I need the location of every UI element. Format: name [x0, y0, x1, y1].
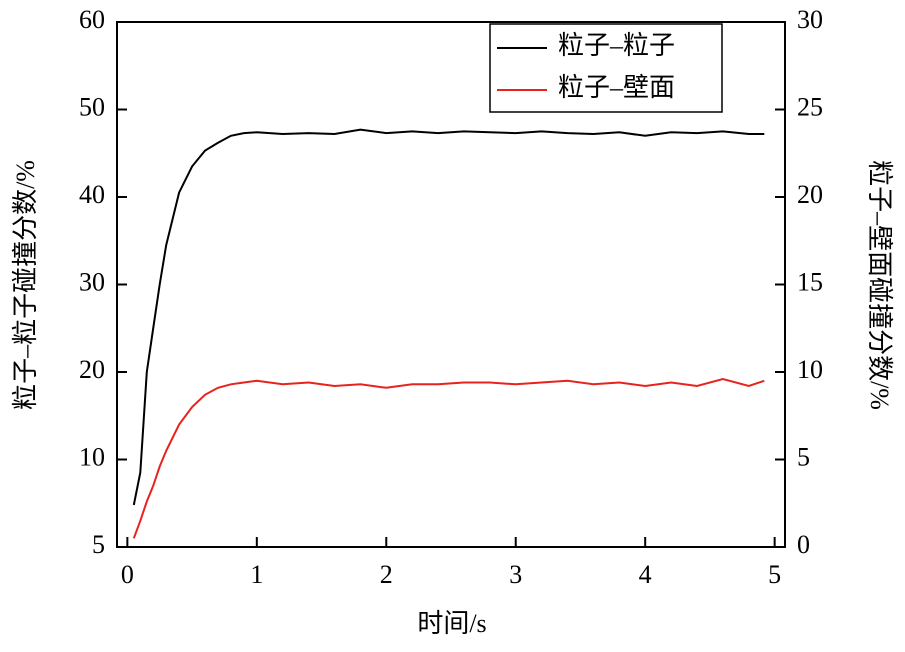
y-tick-label: 10 [79, 442, 105, 471]
x-tick-label: 0 [121, 560, 134, 589]
legend-box [489, 23, 723, 113]
y-tick-label: 20 [79, 355, 105, 384]
y2-tick-label: 10 [797, 355, 823, 384]
y2-tick-label: 5 [797, 442, 810, 471]
x-tick-label: 1 [250, 560, 263, 589]
y-tick-label: 50 [79, 92, 105, 121]
y-tick-label: 40 [79, 180, 105, 209]
y-tick-label: 5 [92, 530, 105, 559]
y2-tick-label: 25 [797, 92, 823, 121]
y2-tick-label: 30 [797, 5, 823, 34]
y2-axis-label: 粒子–壁面碰撞分数/% [865, 160, 894, 410]
x-tick-label: 5 [768, 560, 781, 589]
series-line [132, 377, 765, 539]
x-tick-label: 2 [380, 560, 393, 589]
legend-label: 粒子–壁面 [558, 73, 675, 102]
x-axis-label: 时间/s [417, 609, 486, 638]
y2-tick-label: 20 [797, 180, 823, 209]
y-tick-label: 30 [79, 267, 105, 296]
y2-tick-label: 15 [797, 267, 823, 296]
y2-tick-label: 0 [797, 530, 810, 559]
y-axis-label: 粒子–粒子碰撞分数/% [11, 160, 40, 410]
y-tick-label: 60 [79, 5, 105, 34]
legend-label: 粒子–粒子 [558, 31, 675, 60]
series-line [132, 128, 765, 506]
x-tick-label: 4 [639, 560, 652, 589]
x-tick-label: 3 [509, 560, 522, 589]
